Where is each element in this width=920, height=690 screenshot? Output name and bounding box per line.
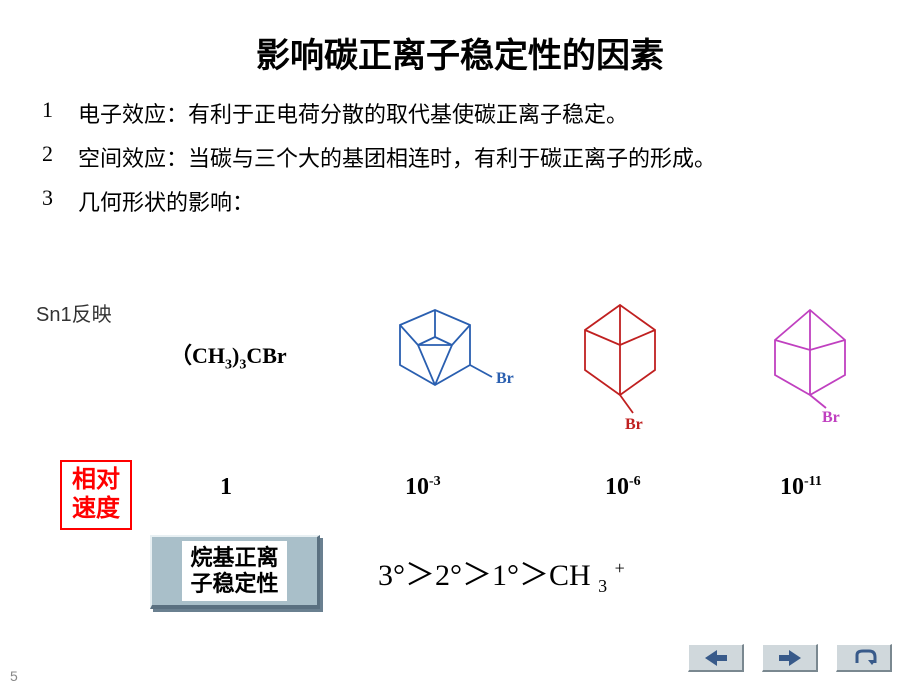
list-text: 空间效应：当碳与三个大的基团相连时，有利于碳正离子的形成。 bbox=[78, 141, 880, 173]
rate-value: 1 bbox=[220, 474, 232, 501]
stability-line1: 烷基正离 bbox=[190, 545, 278, 570]
stability-label: 烷基正离 子稳定性 bbox=[182, 541, 286, 602]
rate-base: 10 bbox=[605, 474, 629, 500]
rate-exp: -3 bbox=[429, 474, 441, 489]
return-button[interactable] bbox=[836, 644, 892, 672]
bicyclo222-br-structure: Br bbox=[545, 285, 715, 445]
rate-base: 10 bbox=[405, 474, 429, 500]
rate-value: 10-3 bbox=[405, 474, 441, 501]
rate-base: 1 bbox=[220, 474, 232, 500]
list-number: 3 bbox=[42, 185, 78, 211]
arrow-left-icon bbox=[705, 650, 727, 666]
arrow-right-icon bbox=[779, 650, 801, 666]
tbu-br-formula: （CH3)3CBr bbox=[170, 338, 287, 373]
order-sub: 3 bbox=[598, 576, 607, 596]
uturn-icon bbox=[851, 649, 877, 667]
rate-exp: -6 bbox=[629, 474, 641, 489]
formula-part: CBr bbox=[246, 343, 286, 368]
br-label: Br bbox=[496, 370, 514, 387]
rate-label-box: 相对 速度 bbox=[60, 460, 132, 530]
list-text: 几何形状的影响： bbox=[78, 185, 880, 217]
rate-label-line2: 速度 bbox=[72, 496, 120, 522]
list-number: 2 bbox=[42, 141, 78, 167]
list-text: 电子效应：有利于正电荷分散的取代基使碳正离子稳定。 bbox=[78, 97, 880, 129]
list-item: 2 空间效应：当碳与三个大的基团相连时，有利于碳正离子的形成。 bbox=[42, 141, 880, 173]
sn1-label: Sn1反映 bbox=[36, 298, 112, 327]
rate-base: 10 bbox=[780, 474, 804, 500]
page-title: 影响碳正离子稳定性的因素 bbox=[0, 0, 920, 97]
list-item: 3 几何形状的影响： bbox=[42, 185, 880, 217]
page-number: 5 bbox=[10, 668, 18, 684]
rate-label-line1: 相对 bbox=[72, 467, 120, 493]
next-button[interactable] bbox=[762, 644, 818, 672]
br-label: Br bbox=[625, 416, 643, 433]
prev-button[interactable] bbox=[688, 644, 744, 672]
rate-exp: -11 bbox=[804, 474, 822, 489]
order-main: 3°＞2°＞1°＞CH bbox=[378, 559, 591, 592]
adamantane-br-structure: Br bbox=[360, 285, 530, 435]
factor-list: 1 电子效应：有利于正电荷分散的取代基使碳正离子稳定。 2 空间效应：当碳与三个… bbox=[0, 97, 920, 217]
list-number: 1 bbox=[42, 97, 78, 123]
stability-box: 烷基正离 子稳定性 bbox=[150, 535, 320, 609]
formula-part: （CH bbox=[170, 343, 225, 368]
formula-sub: 3 bbox=[225, 357, 232, 372]
order-sup: + bbox=[615, 558, 625, 578]
carbocation-stability-order: 3°＞2°＞1°＞CH 3 + bbox=[378, 550, 625, 597]
stability-line2: 子稳定性 bbox=[190, 571, 278, 596]
rate-value: 10-6 bbox=[605, 474, 641, 501]
br-label: Br bbox=[822, 409, 840, 426]
list-item: 1 电子效应：有利于正电荷分散的取代基使碳正离子稳定。 bbox=[42, 97, 880, 129]
nav-buttons bbox=[688, 644, 892, 672]
bicyclo221-br-structure: Br bbox=[740, 290, 890, 440]
rate-value: 10-11 bbox=[780, 474, 822, 501]
